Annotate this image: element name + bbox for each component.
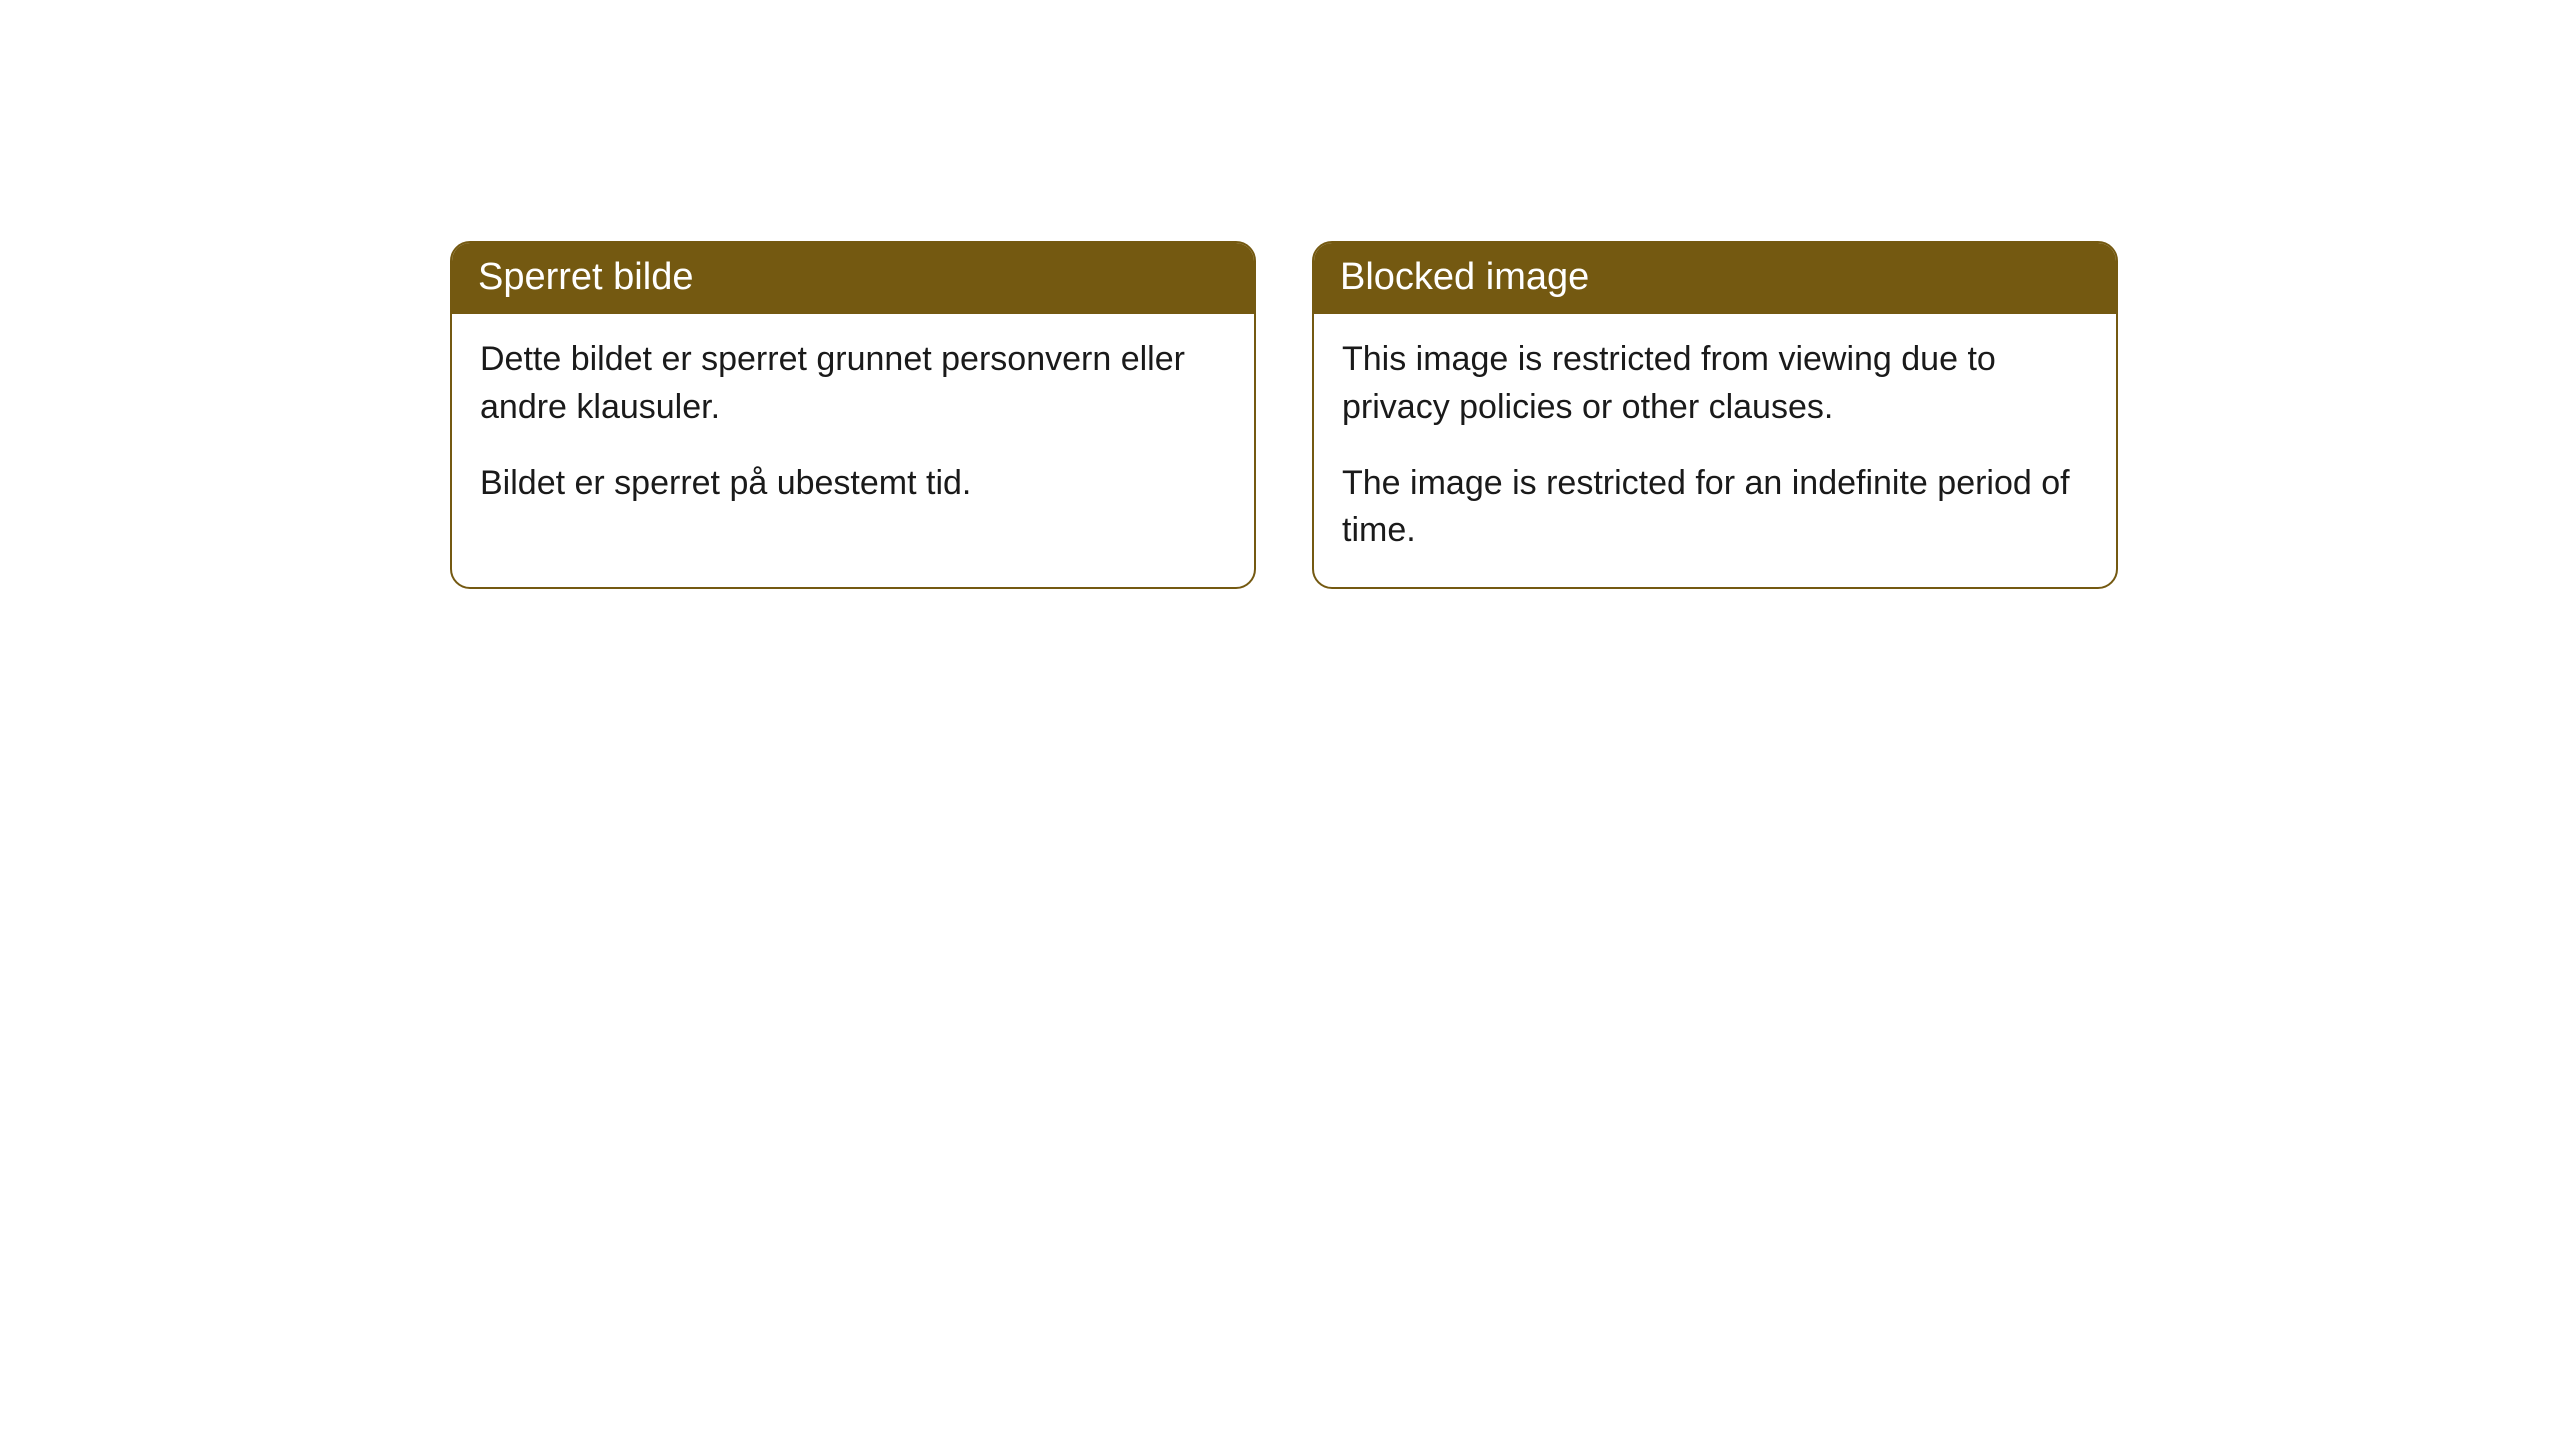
notice-header: Sperret bilde: [452, 243, 1254, 314]
notice-paragraph: This image is restricted from viewing du…: [1342, 336, 2088, 431]
notice-body: Dette bildet er sperret grunnet personve…: [452, 314, 1254, 539]
notice-paragraph: Dette bildet er sperret grunnet personve…: [480, 336, 1226, 431]
notice-paragraph: The image is restricted for an indefinit…: [1342, 460, 2088, 555]
notice-header: Blocked image: [1314, 243, 2116, 314]
notice-container: Sperret bilde Dette bildet er sperret gr…: [450, 241, 2118, 589]
notice-card-english: Blocked image This image is restricted f…: [1312, 241, 2118, 589]
notice-body: This image is restricted from viewing du…: [1314, 314, 2116, 586]
notice-card-norwegian: Sperret bilde Dette bildet er sperret gr…: [450, 241, 1256, 589]
notice-paragraph: Bildet er sperret på ubestemt tid.: [480, 460, 1226, 508]
